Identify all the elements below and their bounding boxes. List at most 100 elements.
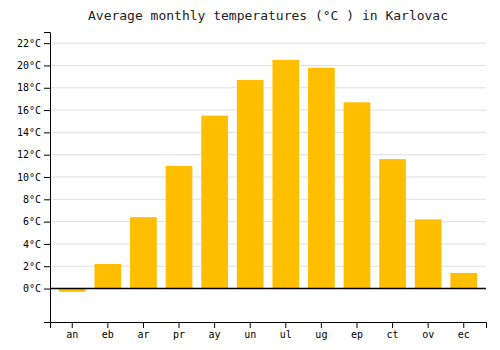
grid-line: [50, 110, 486, 111]
y-tick: 6°C: [23, 216, 50, 227]
bar: [166, 166, 193, 289]
grid-line: [50, 87, 486, 88]
y-tick-mark: [44, 222, 50, 223]
grid-line: [50, 154, 486, 155]
y-tick-label: 12°C: [17, 149, 41, 160]
y-tick-label: 2°C: [23, 261, 41, 272]
x-tick-mark: [463, 322, 464, 328]
x-tick: pr: [173, 322, 185, 340]
x-tick: eb: [102, 322, 114, 340]
x-tick-mark: [285, 322, 286, 328]
bar: [130, 217, 157, 288]
bar: [450, 273, 477, 289]
bar: [379, 159, 406, 288]
x-tick-label: an: [66, 329, 78, 340]
y-tick: 2°C: [23, 261, 50, 272]
y-tick-label: 14°C: [17, 127, 41, 138]
y-tick: 22°C: [17, 38, 50, 49]
bar: [237, 80, 264, 289]
y-tick-mark: [44, 155, 50, 156]
y-axis-line: [44, 33, 51, 323]
x-tick-label: ul: [280, 329, 292, 340]
x-tick-label: ct: [387, 329, 399, 340]
y-tick-label: 0°C: [23, 283, 41, 294]
x-tick-mark: [428, 322, 429, 328]
y-tick-label: 16°C: [17, 105, 41, 116]
y-tick: 10°C: [17, 172, 50, 183]
x-tick-mark: [107, 322, 108, 328]
y-tick-mark: [44, 110, 50, 111]
x-tick-mark: [214, 322, 215, 328]
y-tick-label: 8°C: [23, 194, 41, 205]
y-tick-label: 18°C: [17, 82, 41, 93]
zero-line: [50, 288, 486, 290]
y-tick: 16°C: [17, 105, 50, 116]
x-tick-mark: [143, 322, 144, 328]
y-tick: 18°C: [17, 82, 50, 93]
bar: [308, 68, 335, 289]
y-tick: 4°C: [23, 239, 50, 250]
y-tick-mark: [44, 289, 50, 290]
y-tick-label: 20°C: [17, 60, 41, 71]
bar: [344, 102, 371, 288]
x-tick-mark: [179, 322, 180, 328]
bar: [201, 116, 228, 289]
x-tick: ec: [458, 322, 470, 340]
x-tick-label: ug: [315, 329, 327, 340]
y-tick-label: 6°C: [23, 216, 41, 227]
title: Average monthly temperatures (°C ) in Ka…: [88, 8, 448, 23]
x-tick-label: eb: [102, 329, 114, 340]
bar: [415, 219, 442, 288]
grid-line: [50, 65, 486, 66]
x-tick: ul: [280, 322, 292, 340]
x-tick: ar: [137, 322, 149, 340]
y-tick: 12°C: [17, 149, 50, 160]
x-tick: ov: [422, 322, 434, 340]
y-tick-mark: [44, 88, 50, 89]
y-tick-mark: [44, 266, 50, 267]
x-tick-mark: [72, 322, 73, 328]
grid-line: [50, 43, 486, 44]
y-tick-mark: [44, 132, 50, 133]
x-tick: an: [66, 322, 78, 340]
x-tick-mark: [392, 322, 393, 328]
chart: 0°C 2°C 4°C 6°C 8°C 10°C 12°C 14°C 16°C 18°C 20°C 2…: [0, 0, 500, 350]
x-tick-label: ec: [458, 329, 470, 340]
x-tick: ep: [351, 322, 363, 340]
x-tick-label: ay: [209, 329, 221, 340]
y-tick-mark: [44, 177, 50, 178]
grid-line: [50, 132, 486, 133]
x-tick: ay: [209, 322, 221, 340]
x-tick-mark: [356, 322, 357, 328]
grid: [50, 43, 486, 288]
x-tick: ct: [387, 322, 399, 340]
bars: [59, 60, 477, 292]
y-tick-mark: [44, 65, 50, 66]
y-axis: 0°C 2°C 4°C 6°C 8°C 10°C 12°C 14°C 16°C 18°C 20°C 2…: [17, 33, 51, 323]
y-tick: 0°C: [23, 283, 50, 294]
y-tick-label: 4°C: [23, 239, 41, 250]
x-tick: un: [244, 322, 256, 340]
grid-line: [50, 288, 486, 289]
x-tick-label: ar: [137, 329, 149, 340]
grid-line: [50, 199, 486, 200]
y-tick: 20°C: [17, 60, 50, 71]
plot: 0°C 2°C 4°C 6°C 8°C 10°C 12°C 14°C 16°C 18°C 20°C 2…: [17, 33, 487, 341]
x-tick-label: un: [244, 329, 256, 340]
x-axis-line: [51, 323, 487, 329]
zero-line-group: [50, 288, 486, 289]
x-tick-label: pr: [173, 329, 185, 340]
y-tick: 14°C: [17, 127, 50, 138]
x-tick-mark: [250, 322, 251, 328]
grid-line: [50, 177, 486, 178]
x-axis: an eb ar pr ay un ul ug ep ct ov ec: [51, 322, 487, 340]
x-tick-label: ep: [351, 329, 363, 340]
x-tick: ug: [315, 322, 327, 340]
y-tick-mark: [44, 199, 50, 200]
x-tick-label: ov: [422, 329, 434, 340]
y-tick-mark: [44, 43, 50, 44]
bar: [94, 264, 121, 289]
y-tick: 8°C: [23, 194, 50, 205]
y-tick-label: 10°C: [17, 172, 41, 183]
bar: [272, 60, 299, 289]
